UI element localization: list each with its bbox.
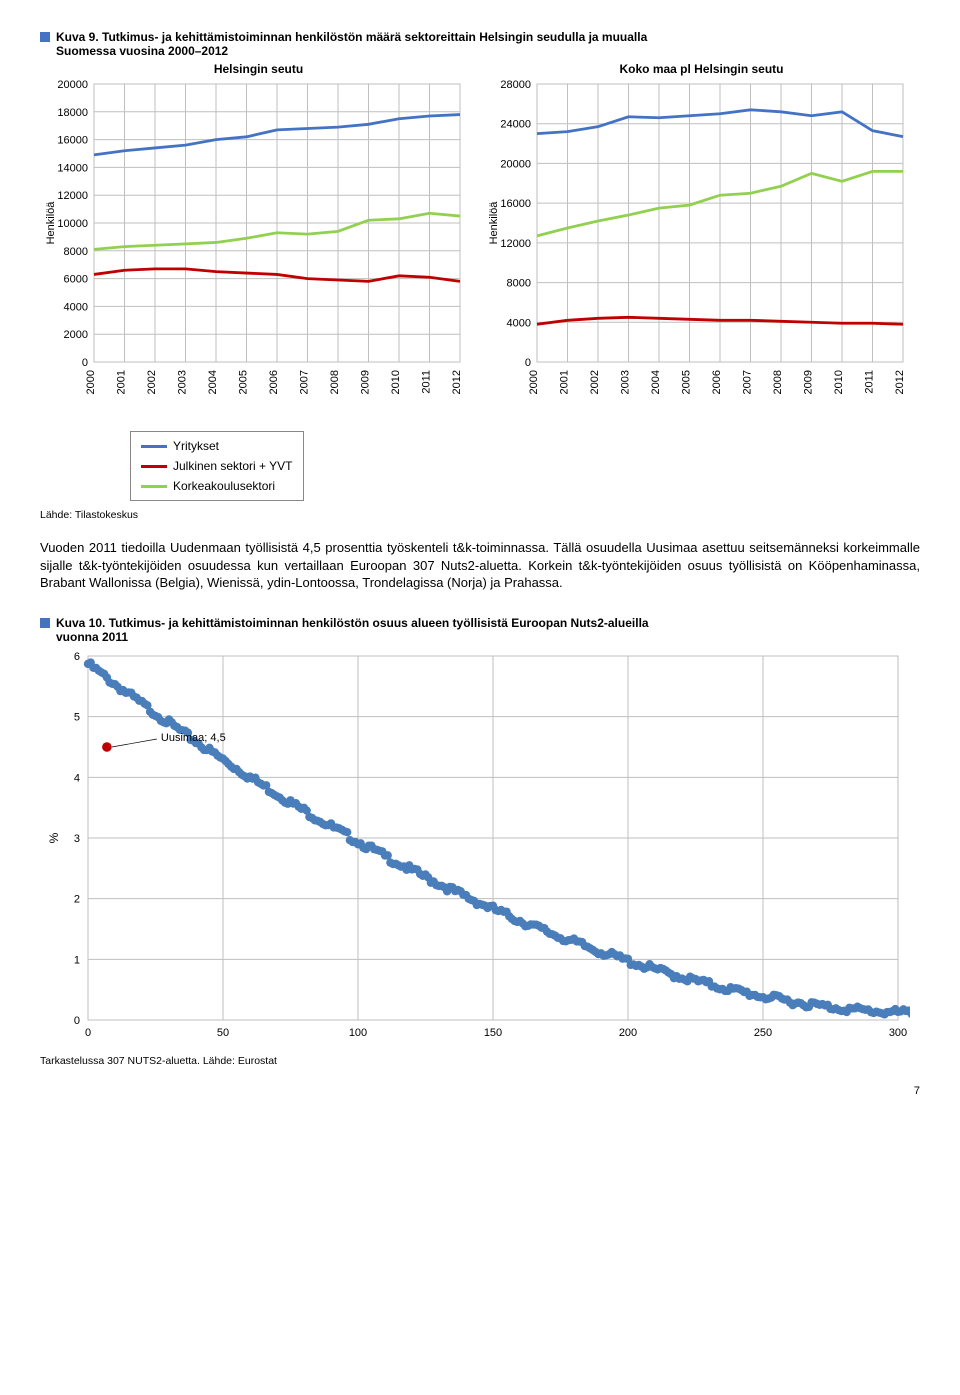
figure9-left-title: Helsingin seutu (40, 62, 477, 76)
svg-text:2000: 2000 (528, 370, 540, 394)
figure9-charts: Helsingin seutu 020004000600080001000012… (40, 62, 920, 421)
figure10-chart: 0 1 2 3 4 5 6 0 50 100 150 200 250 300% Uusimaa; 4,5 (40, 648, 910, 1048)
svg-text:10000: 10000 (57, 218, 88, 230)
svg-text:2003: 2003 (620, 370, 632, 394)
svg-text:6: 6 (74, 651, 80, 663)
svg-text:2003: 2003 (177, 370, 189, 394)
svg-text:2000: 2000 (64, 329, 88, 341)
svg-text:Henkilöä: Henkilöä (45, 201, 57, 245)
legend-item: Korkeakoulusektori (141, 476, 293, 496)
figure9-title: Tutkimus- ja kehittämistoiminnan henkilö… (102, 30, 647, 44)
svg-text:4000: 4000 (64, 301, 88, 313)
svg-text:2004: 2004 (650, 370, 662, 394)
svg-text:0: 0 (74, 1015, 80, 1027)
svg-text:5: 5 (74, 711, 80, 723)
svg-text:12000: 12000 (57, 190, 88, 202)
svg-text:2001: 2001 (116, 370, 128, 394)
svg-text:2005: 2005 (238, 370, 250, 394)
figure9-source: Lähde: Tilastokeskus (40, 509, 920, 521)
figure9-right-chart: 0 4000 8000 12000 16000 20000 24000 28000 2000 20… (483, 78, 913, 418)
svg-text:%: % (47, 832, 61, 843)
svg-text:0: 0 (525, 357, 531, 369)
figure10-source: Tarkastelussa 307 NUTS2-aluetta. Lähde: … (40, 1055, 920, 1067)
svg-text:12000: 12000 (500, 238, 531, 250)
figure10-title-row: Kuva 10. Tutkimus- ja kehittämistoiminna… (40, 616, 920, 644)
svg-text:2011: 2011 (421, 370, 433, 394)
svg-text:8000: 8000 (507, 278, 531, 290)
svg-text:2006: 2006 (268, 370, 280, 394)
svg-text:8000: 8000 (64, 246, 88, 258)
figure10-label: Kuva 10. (56, 616, 105, 630)
svg-text:2000: 2000 (85, 370, 97, 394)
legend-swatch (141, 445, 167, 448)
svg-text:4000: 4000 (507, 317, 531, 329)
svg-text:16000: 16000 (57, 135, 88, 147)
svg-text:2004: 2004 (207, 370, 219, 394)
figure9-left-chart: 0200040006000800010000120001400016000180… (40, 78, 470, 418)
svg-text:150: 150 (484, 1027, 502, 1039)
svg-text:1: 1 (74, 954, 80, 966)
svg-text:2008: 2008 (329, 370, 341, 394)
svg-text:200: 200 (619, 1027, 637, 1039)
figure10-title: Tutkimus- ja kehittämistoiminnan henkilö… (109, 616, 649, 630)
svg-text:50: 50 (217, 1027, 229, 1039)
figure10-subtitle: vuonna 2011 (56, 630, 649, 644)
svg-text:20000: 20000 (57, 79, 88, 91)
svg-text:2012: 2012 (451, 370, 463, 394)
svg-text:2005: 2005 (681, 370, 693, 394)
legend-item: Yritykset (141, 436, 293, 456)
figure9-subtitle: Suomessa vuosina 2000–2012 (56, 44, 647, 58)
figure9-title-row: Kuva 9. Tutkimus- ja kehittämistoiminnan… (40, 30, 920, 58)
legend-label: Korkeakoulusektori (173, 479, 275, 493)
svg-text:16000: 16000 (500, 198, 531, 210)
svg-text:2009: 2009 (803, 370, 815, 394)
figure9-label: Kuva 9. (56, 30, 99, 44)
svg-text:2006: 2006 (711, 370, 723, 394)
svg-text:2010: 2010 (390, 370, 402, 394)
svg-text:2002: 2002 (589, 370, 601, 394)
svg-text:2008: 2008 (772, 370, 784, 394)
body-paragraph: Vuoden 2011 tiedoilla Uudenmaan työllisi… (40, 539, 920, 592)
svg-text:Henkilöä: Henkilöä (488, 201, 500, 245)
svg-text:18000: 18000 (57, 107, 88, 119)
svg-text:2007: 2007 (742, 370, 754, 394)
svg-text:100: 100 (349, 1027, 367, 1039)
svg-text:2010: 2010 (833, 370, 845, 394)
legend-swatch (141, 465, 167, 468)
svg-text:2009: 2009 (360, 370, 372, 394)
svg-text:14000: 14000 (57, 162, 88, 174)
svg-text:0: 0 (85, 1027, 91, 1039)
svg-text:28000: 28000 (500, 79, 531, 91)
svg-text:2011: 2011 (864, 370, 876, 394)
svg-text:2: 2 (74, 893, 80, 905)
svg-text:2001: 2001 (559, 370, 571, 394)
svg-text:2007: 2007 (299, 370, 311, 394)
svg-text:0: 0 (82, 357, 88, 369)
svg-text:3: 3 (74, 833, 80, 845)
legend-item: Julkinen sektori + YVT (141, 456, 293, 476)
svg-text:250: 250 (754, 1027, 772, 1039)
svg-text:2002: 2002 (146, 370, 158, 394)
legend-label: Julkinen sektori + YVT (173, 459, 293, 473)
figure10-marker (40, 618, 50, 628)
page-number: 7 (40, 1085, 920, 1097)
figure9-right-title: Koko maa pl Helsingin seutu (483, 62, 920, 76)
svg-text:4: 4 (74, 772, 80, 784)
legend-swatch (141, 485, 167, 488)
svg-text:300: 300 (889, 1027, 907, 1039)
svg-text:20000: 20000 (500, 158, 531, 170)
svg-text:24000: 24000 (500, 119, 531, 131)
figure9-legend: Yritykset Julkinen sektori + YVT Korkeakou… (130, 431, 304, 501)
figure9-marker (40, 32, 50, 42)
svg-text:2012: 2012 (894, 370, 906, 394)
svg-text:Uusimaa; 4,5: Uusimaa; 4,5 (161, 732, 226, 744)
legend-label: Yritykset (173, 439, 219, 453)
svg-text:6000: 6000 (64, 274, 88, 286)
